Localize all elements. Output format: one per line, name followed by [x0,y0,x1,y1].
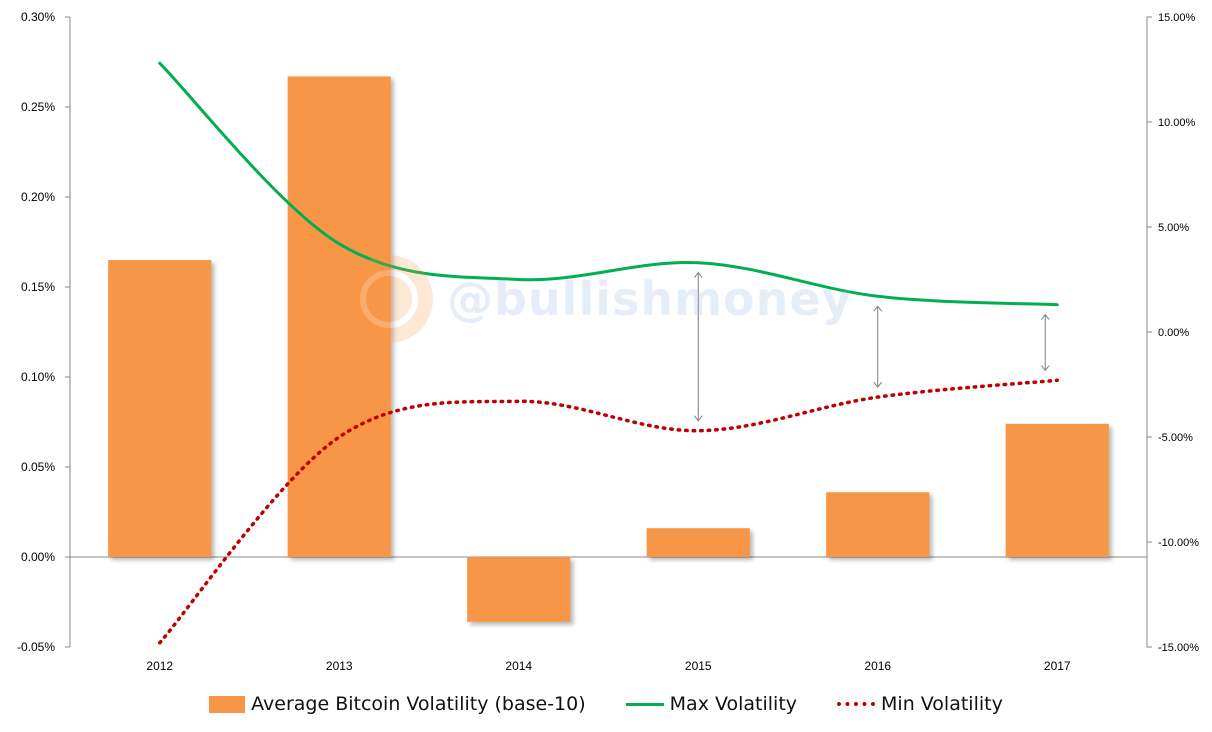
right-tick-label: 15.00% [1158,12,1196,24]
left-tick-label: -0.05% [17,640,55,654]
legend-swatch-min [837,702,876,706]
right-tick-label: 0.00% [1158,327,1189,339]
legend-item-max: Max Volatility [625,693,798,715]
bar [826,492,930,557]
bar [108,260,212,557]
left-tick-label: 0.10% [21,370,55,384]
left-tick-label: 0.00% [21,550,55,564]
legend-label-average: Average Bitcoin Volatility (base-10) [251,693,586,715]
labels-layer: -0.05% 0.00% 0.05% 0.10% 0.15% 0.20% 0.25% 0.30… [17,10,1199,673]
right-tick-label: -15.00% [1158,642,1199,654]
right-tick-label: 5.00% [1158,222,1189,234]
left-tick-label: 0.05% [21,460,55,474]
x-tick-label: 2014 [505,659,532,673]
x-tick-label: 2012 [146,659,173,673]
lines-layer [158,61,1059,645]
bars-layer [108,76,1109,622]
bar [287,76,391,558]
min-volatility-line [158,378,1059,645]
legend-swatch-bar [209,695,246,713]
max-volatility-line [158,61,1059,307]
x-tick-label: 2017 [1044,659,1071,673]
legend-label-max: Max Volatility [669,693,798,715]
left-tick-label: 0.20% [21,190,55,204]
bar [646,528,750,557]
legend-label-min: Min Volatility [881,693,1003,715]
x-tick-label: 2016 [864,659,891,673]
legend-item-average: Average Bitcoin Volatility (base-10) [209,693,586,715]
legend-item-min: Min Volatility [837,693,1003,715]
right-tick-label: -5.00% [1158,432,1193,444]
right-tick-label: 10.00% [1158,117,1196,129]
x-tick-label: 2015 [685,659,712,673]
left-tick-label: 0.25% [21,100,55,114]
x-tick-label: 2013 [326,659,353,673]
axes-layer [65,16,1152,648]
bar [1005,423,1109,557]
left-tick-label: 0.15% [21,280,55,294]
bar [467,557,571,622]
legend-swatch-max [625,702,664,706]
chart-svg: -0.05% 0.00% 0.05% 0.10% 0.15% 0.20% 0.25% 0.30… [17,10,1199,673]
legend: Average Bitcoin Volatility (base-10) Max… [0,686,1212,722]
left-tick-label: 0.30% [21,10,55,24]
annotations-layer [698,273,1045,421]
right-tick-label: -10.00% [1158,537,1199,549]
